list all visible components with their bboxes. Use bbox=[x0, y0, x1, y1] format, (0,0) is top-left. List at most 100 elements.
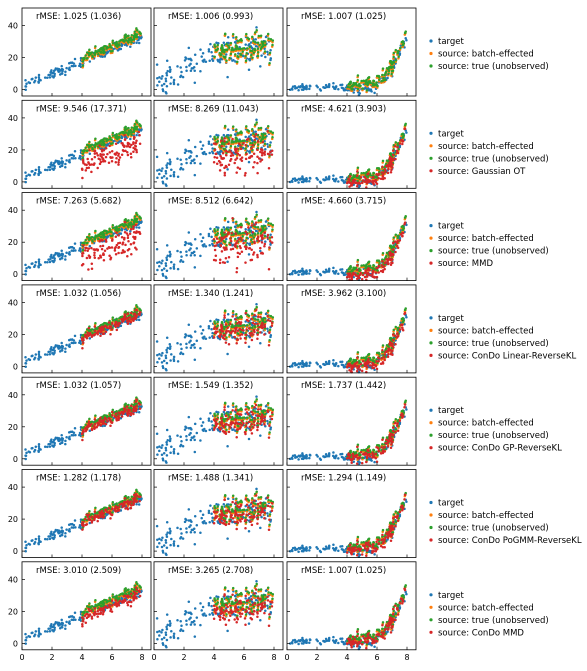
corrected-point bbox=[260, 153, 264, 157]
target-point bbox=[158, 172, 161, 176]
true-unobserved-point bbox=[97, 53, 100, 56]
true-unobserved-point bbox=[129, 36, 132, 40]
true-unobserved-point bbox=[132, 130, 136, 134]
true-unobserved-point bbox=[238, 39, 241, 42]
true-unobserved-point bbox=[225, 336, 228, 339]
target-point bbox=[305, 85, 308, 89]
corrected-point bbox=[90, 334, 94, 338]
corrected-point bbox=[97, 157, 100, 160]
corrected-point bbox=[223, 139, 226, 143]
true-unobserved-point bbox=[99, 235, 103, 239]
corrected-point bbox=[122, 149, 125, 153]
target-point bbox=[37, 350, 41, 354]
corrected-point bbox=[233, 161, 236, 165]
corrected-point bbox=[348, 175, 352, 178]
corrected-point bbox=[267, 344, 271, 347]
target-point bbox=[51, 259, 54, 263]
target-point bbox=[226, 312, 230, 316]
corrected-point bbox=[129, 228, 133, 231]
true-unobserved-point bbox=[110, 230, 113, 234]
corrected-point bbox=[393, 144, 397, 148]
target-point bbox=[88, 152, 92, 156]
target-point bbox=[404, 36, 407, 40]
true-unobserved-point bbox=[251, 49, 254, 53]
panel-r3-c2: rMSE: 8.512 (6.642) bbox=[153, 192, 284, 282]
target-point bbox=[37, 265, 40, 269]
target-point bbox=[193, 161, 196, 165]
panel-frame bbox=[153, 99, 284, 189]
target-point bbox=[302, 180, 305, 184]
corrected-point bbox=[270, 149, 274, 152]
corrected-point bbox=[259, 246, 262, 250]
corrected-point bbox=[253, 240, 256, 243]
target-point bbox=[38, 79, 41, 82]
corrected-point bbox=[93, 251, 96, 254]
true-unobserved-point bbox=[93, 145, 97, 149]
true-unobserved-point bbox=[384, 71, 387, 75]
corrected-point bbox=[251, 144, 255, 147]
corrected-point bbox=[113, 152, 117, 156]
corrected-point bbox=[81, 254, 84, 258]
target-point bbox=[53, 349, 56, 353]
corrected-point bbox=[126, 234, 130, 237]
true-unobserved-point bbox=[367, 80, 371, 83]
target-point bbox=[207, 142, 211, 145]
target-point bbox=[190, 58, 193, 62]
true-unobserved-point bbox=[97, 48, 100, 52]
target-point bbox=[57, 160, 61, 163]
corrected-point bbox=[359, 176, 363, 179]
true-unobserved-point bbox=[127, 133, 130, 137]
target-point bbox=[129, 45, 132, 48]
true-unobserved-point bbox=[245, 47, 249, 50]
target-point bbox=[60, 160, 64, 163]
true-unobserved-point bbox=[130, 34, 134, 37]
target-point bbox=[259, 65, 262, 68]
corrected-point bbox=[135, 139, 138, 143]
target-point bbox=[34, 353, 38, 356]
true-unobserved-point bbox=[91, 55, 94, 59]
true-unobserved-point bbox=[249, 234, 252, 237]
corrected-point bbox=[117, 234, 120, 237]
corrected-point bbox=[379, 269, 383, 273]
true-unobserved-point bbox=[247, 314, 251, 318]
target-point bbox=[234, 60, 237, 63]
corrected-point bbox=[212, 238, 216, 241]
corrected-point bbox=[259, 150, 262, 154]
corrected-point bbox=[85, 246, 88, 250]
corrected-point bbox=[263, 150, 267, 154]
true-unobserved-point bbox=[264, 224, 267, 228]
target-point bbox=[209, 319, 212, 323]
true-unobserved-point bbox=[256, 54, 260, 58]
y-tick-label: 20 bbox=[8, 54, 18, 63]
target-point bbox=[31, 262, 34, 265]
target-point bbox=[185, 346, 188, 349]
corrected-point bbox=[214, 142, 218, 145]
target-point bbox=[165, 92, 168, 95]
true-unobserved-point bbox=[390, 72, 393, 76]
target-point bbox=[324, 86, 327, 89]
true-unobserved-point bbox=[269, 130, 273, 133]
target-point bbox=[195, 247, 199, 250]
corrected-point bbox=[135, 315, 138, 318]
corrected-point bbox=[229, 159, 232, 162]
target-point bbox=[72, 64, 75, 68]
true-unobserved-point bbox=[223, 309, 227, 312]
corrected-point bbox=[109, 325, 113, 329]
true-unobserved-point bbox=[111, 49, 114, 53]
corrected-point bbox=[231, 137, 234, 141]
target-point bbox=[231, 59, 234, 62]
true-unobserved-point bbox=[396, 235, 400, 238]
target-point bbox=[160, 77, 163, 80]
corrected-point bbox=[229, 243, 232, 246]
true-unobserved-point bbox=[237, 47, 240, 51]
true-unobserved-point bbox=[239, 139, 242, 143]
target-point bbox=[161, 259, 164, 263]
true-unobserved-point bbox=[124, 131, 128, 134]
true-unobserved-point bbox=[111, 226, 115, 230]
true-unobserved-point bbox=[251, 312, 254, 316]
corrected-point bbox=[93, 256, 97, 260]
true-unobserved-point bbox=[387, 72, 390, 76]
true-unobserved-point bbox=[245, 51, 248, 55]
target-point bbox=[164, 262, 168, 265]
corrected-point bbox=[365, 275, 369, 278]
